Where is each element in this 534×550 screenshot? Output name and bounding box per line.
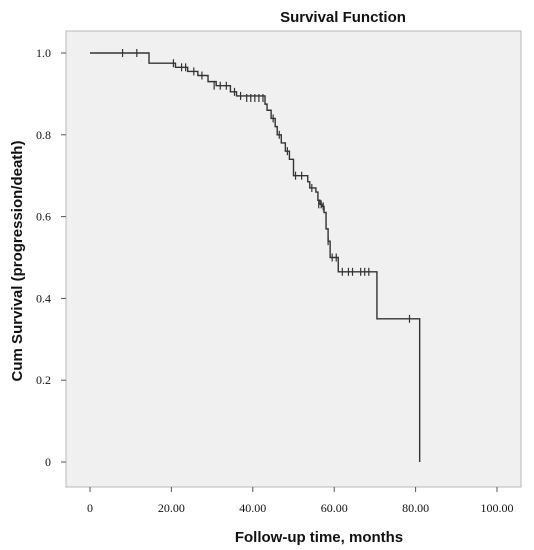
survival-curve — [90, 52, 421, 462]
censor-marks — [121, 49, 411, 323]
y-tick-label: 0.4 — [36, 291, 51, 305]
chart-title: Survival Function — [280, 9, 406, 26]
y-tick-label: 0 — [45, 455, 51, 469]
y-tick-label: 1.0 — [36, 46, 51, 60]
x-tick-label: 60.00 — [321, 501, 348, 515]
x-tick-label: 80.00 — [402, 501, 429, 515]
y-tick-label: 0.6 — [36, 210, 51, 224]
y-axis-title: Cum Survival (progression/death) — [9, 141, 26, 382]
x-tick-label: 20.00 — [158, 501, 185, 515]
x-tick-label: 40.00 — [239, 501, 266, 515]
y-tick-label: 0.8 — [36, 128, 51, 142]
x-axis-title: Follow-up time, months — [235, 529, 403, 546]
x-tick-label: 0 — [87, 501, 93, 515]
x-tick-label: 100.00 — [481, 501, 514, 515]
plot-area — [65, 30, 522, 488]
y-tick-label: 0.2 — [36, 373, 51, 387]
x-axis: 0 20.00 40.00 60.00 80.00 100.00 — [87, 487, 514, 515]
y-axis: 0 0.2 0.4 0.6 0.8 1.0 — [36, 46, 66, 469]
